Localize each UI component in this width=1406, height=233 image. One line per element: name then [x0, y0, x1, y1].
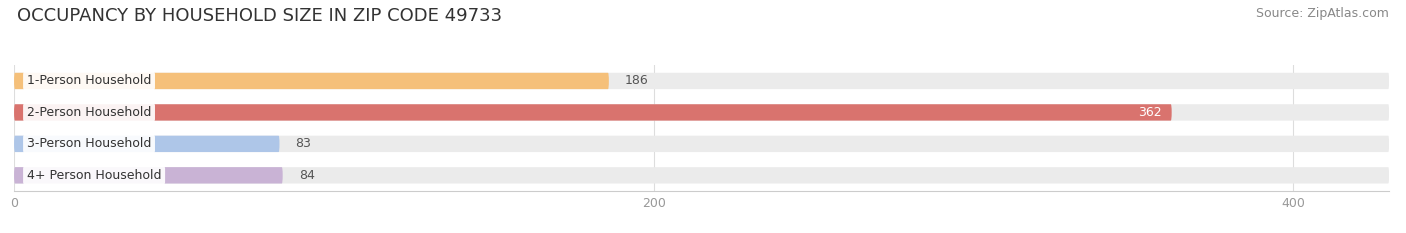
FancyBboxPatch shape [14, 104, 1171, 121]
Text: 1-Person Household: 1-Person Household [27, 75, 152, 87]
FancyBboxPatch shape [14, 73, 1389, 89]
Text: OCCUPANCY BY HOUSEHOLD SIZE IN ZIP CODE 49733: OCCUPANCY BY HOUSEHOLD SIZE IN ZIP CODE … [17, 7, 502, 25]
Text: 186: 186 [624, 75, 648, 87]
Text: Source: ZipAtlas.com: Source: ZipAtlas.com [1256, 7, 1389, 20]
Text: 83: 83 [295, 137, 311, 150]
Text: 4+ Person Household: 4+ Person Household [27, 169, 162, 182]
FancyBboxPatch shape [14, 167, 1389, 184]
FancyBboxPatch shape [14, 136, 1389, 152]
Text: 84: 84 [298, 169, 315, 182]
FancyBboxPatch shape [14, 73, 609, 89]
Text: 3-Person Household: 3-Person Household [27, 137, 152, 150]
FancyBboxPatch shape [14, 104, 1389, 121]
FancyBboxPatch shape [14, 167, 283, 184]
Text: 2-Person Household: 2-Person Household [27, 106, 152, 119]
FancyBboxPatch shape [14, 136, 280, 152]
Text: 362: 362 [1139, 106, 1163, 119]
